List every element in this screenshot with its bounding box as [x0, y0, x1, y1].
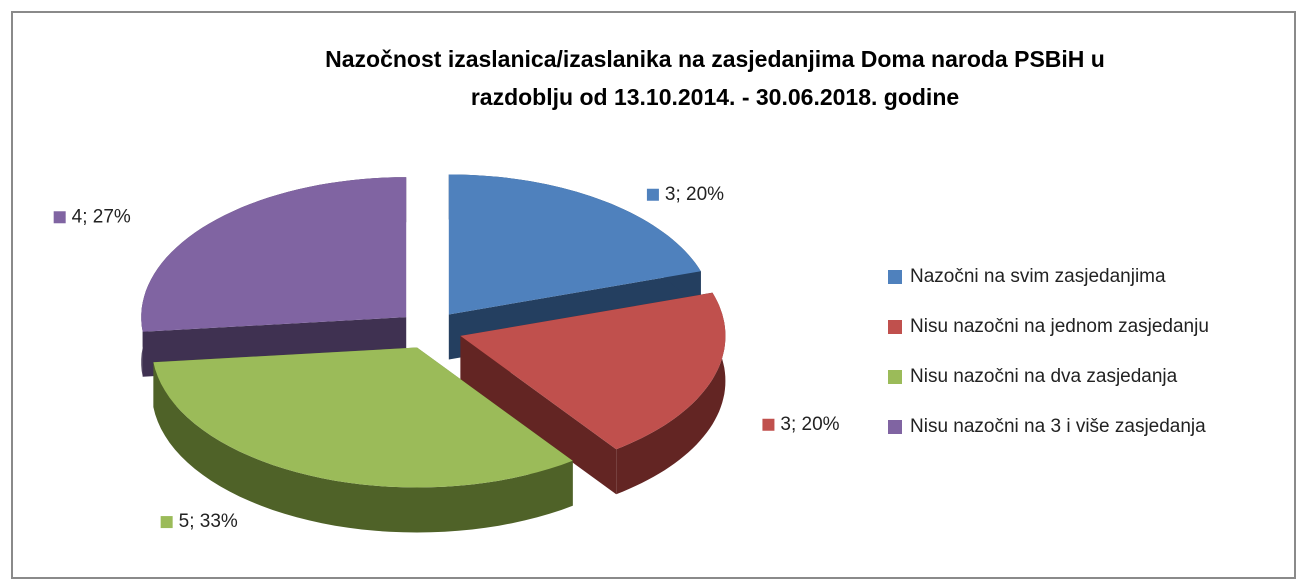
data-label: 3; 20% [665, 184, 724, 205]
legend-label: Nazočni na svim zasjedanjima [910, 266, 1166, 287]
label-swatch [160, 516, 173, 529]
legend-swatch [888, 420, 902, 434]
legend-label: Nisu nazočni na 3 i više zasjedanja [910, 416, 1206, 437]
slice-side [460, 335, 617, 495]
legend-label: Nisu nazočni na jednom zasjedanju [910, 316, 1209, 337]
label-swatch [646, 188, 659, 201]
data-label: 3; 20% [780, 414, 839, 435]
slice [460, 292, 726, 450]
label-swatch [762, 418, 775, 431]
data-label: 5; 33% [179, 511, 238, 532]
legend-swatch [888, 270, 902, 284]
label-swatch [53, 211, 66, 224]
slice-wall [153, 362, 573, 533]
chart-title: Nazočnost izaslanica/izaslanika na zasje… [325, 46, 1105, 110]
legend-swatch [888, 320, 902, 334]
legend-swatch [888, 370, 902, 384]
slice-wall [616, 292, 726, 495]
slice [141, 177, 407, 332]
legend-label: Nisu nazočni na dva zasjedanja [910, 366, 1178, 387]
slice [448, 174, 701, 315]
data-label: 4; 27% [72, 206, 131, 227]
slice [153, 347, 573, 488]
